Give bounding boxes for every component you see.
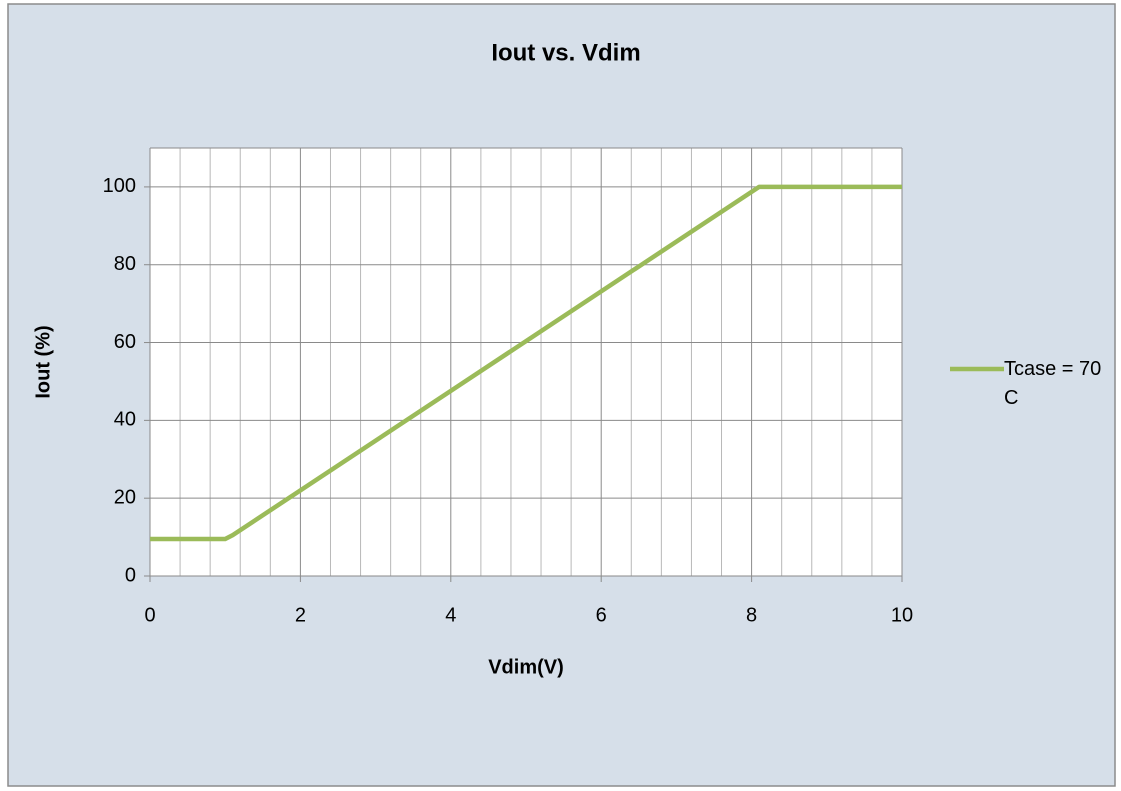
y-tick-label: 100 <box>103 175 136 197</box>
x-axis-label: Vdim(V) <box>488 656 564 678</box>
x-tick-label: 0 <box>144 604 155 626</box>
y-axis-label: Iout (%) <box>32 325 54 398</box>
y-tick-label: 60 <box>114 331 136 353</box>
x-tick-label: 8 <box>746 604 757 626</box>
y-tick-label: 0 <box>125 564 136 586</box>
x-tick-label: 2 <box>295 604 306 626</box>
x-tick-label: 6 <box>596 604 607 626</box>
y-tick-label: 20 <box>114 486 136 508</box>
series-line <box>150 184 902 542</box>
plot-area <box>150 148 902 576</box>
y-tick-label: 80 <box>114 253 136 275</box>
y-tick-label: 40 <box>114 409 136 431</box>
x-tick-label: 4 <box>445 604 456 626</box>
chart-title: Iout vs. Vdim <box>491 39 640 66</box>
legend-label: Tcase = 70 C <box>1004 358 1102 409</box>
x-tick-label: 10 <box>891 604 913 626</box>
